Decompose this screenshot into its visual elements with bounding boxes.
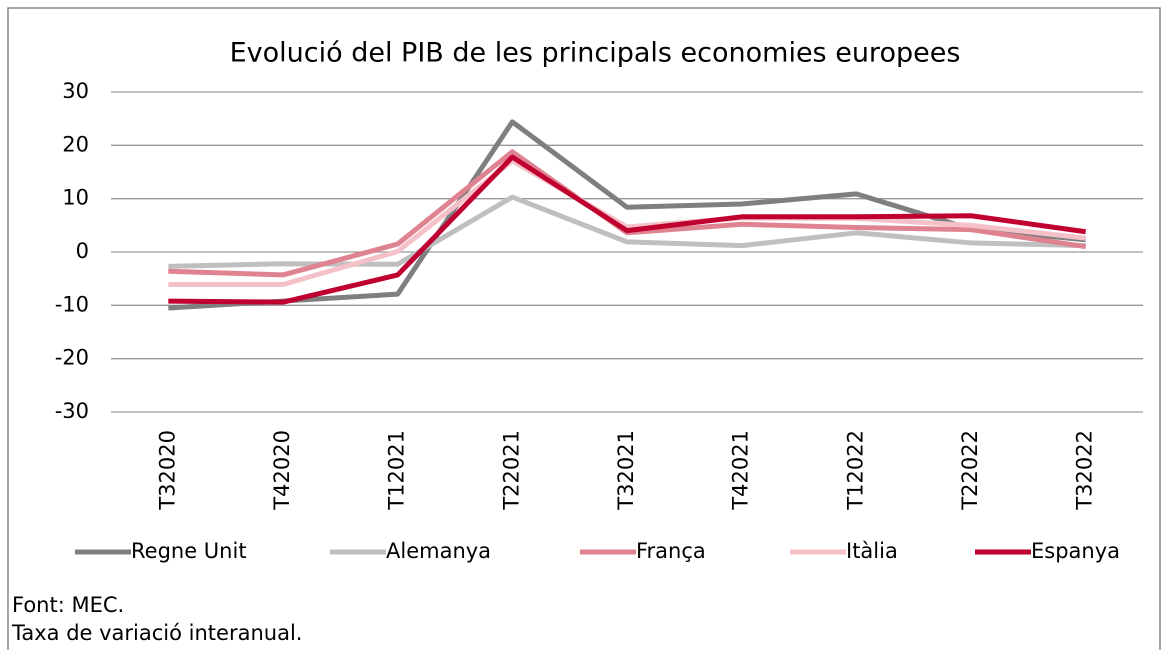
- x-tick-label: T22021: [499, 430, 523, 511]
- legend-label: Regne Unit: [131, 539, 247, 563]
- legend-label: Alemanya: [386, 539, 491, 563]
- series-line: [168, 154, 1087, 305]
- x-tick-label: T12022: [843, 430, 867, 511]
- legend-label: Itàlia: [846, 539, 898, 563]
- x-tick-label: T12021: [385, 430, 409, 511]
- y-tick-label: -30: [55, 399, 89, 423]
- x-tick-label: T32022: [1073, 430, 1097, 511]
- note: Taxa de variació interanual.: [11, 621, 302, 645]
- y-tick-label: 10: [62, 186, 89, 210]
- x-tick-label: T32021: [614, 430, 638, 511]
- legend-label: França: [636, 539, 706, 563]
- x-tick-label: T22022: [958, 430, 982, 511]
- y-tick-label: 20: [62, 132, 89, 156]
- x-tick-label: T32020: [155, 430, 179, 511]
- y-tick-label: 0: [76, 239, 89, 263]
- x-tick-label: T42021: [729, 430, 753, 511]
- series-line: [168, 158, 1086, 288]
- y-tick-label: -20: [55, 346, 89, 370]
- legend-label: Espanya: [1031, 539, 1120, 563]
- note: Font: MEC.: [12, 593, 124, 617]
- y-tick-label: 30: [62, 79, 89, 103]
- frame: [7, 7, 1161, 654]
- series-line: [168, 149, 1087, 278]
- y-tick-label: -10: [55, 292, 89, 316]
- x-tick-label: T42020: [270, 430, 294, 511]
- chart-title: Evolució del PIB de les principals econo…: [230, 38, 961, 69]
